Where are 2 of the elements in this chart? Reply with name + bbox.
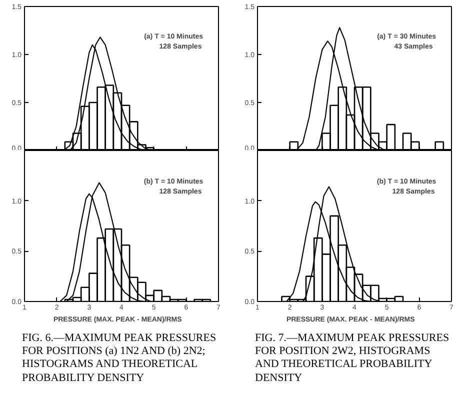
caption: FIG. 7.—MAXIMUM PEAK PRESSURES FOR POSITION 2W2, HISTOGRAMS AND THEORETICAL PROBABILITY DENSITY (255, 332, 450, 385)
caption: FIG. 6.—MAXIMUM PEAK PRESSURES FOR POSITIONS (a) 1N2 AND (b) 2N2; HISTOGRAMS AND THEORETICAL PROBABILITY DENSITY (22, 332, 218, 385)
